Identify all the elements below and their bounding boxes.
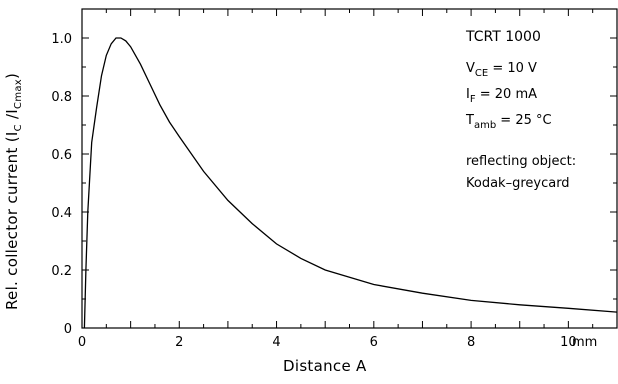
x-tick-label: 8: [467, 335, 475, 350]
x-axis-title: Distance A: [283, 357, 367, 375]
reflecting-object-value: Kodak–greycard: [466, 176, 570, 191]
vce-label: VCE = 10 V: [466, 61, 537, 79]
reflecting-object-label: reflecting object:: [466, 154, 576, 169]
y-tick-label: 0.6: [51, 148, 72, 163]
y-tick-label: 0: [64, 322, 72, 337]
x-axis-tick-labels: 0 2 4 6 8 10: [78, 335, 577, 350]
x-axis-ticks: [81, 9, 618, 328]
series-line: [83, 37, 618, 329]
y-axis-tick-labels: 0 0.2 0.4 0.6 0.8 1.0: [51, 32, 72, 337]
y-tick-label: 0.2: [51, 264, 72, 279]
y-tick-label: 0.8: [51, 90, 72, 105]
x-tick-label: 0: [78, 335, 86, 350]
if-label: IF = 20 mA: [466, 87, 537, 105]
x-tick-label: 2: [175, 335, 183, 350]
x-axis-unit: mm: [572, 335, 597, 350]
y-axis-title: Rel. collector current (IC /ICmax): [3, 73, 24, 310]
x-tick-label: 4: [272, 335, 280, 350]
device-label: TCRT 1000: [465, 29, 541, 45]
x-tick-label: 10: [560, 335, 577, 350]
tamb-label: Tamb = 25 °C: [465, 113, 552, 131]
y-tick-label: 1.0: [51, 32, 72, 47]
x-tick-label: 6: [370, 335, 378, 350]
y-tick-label: 0.4: [51, 206, 72, 221]
